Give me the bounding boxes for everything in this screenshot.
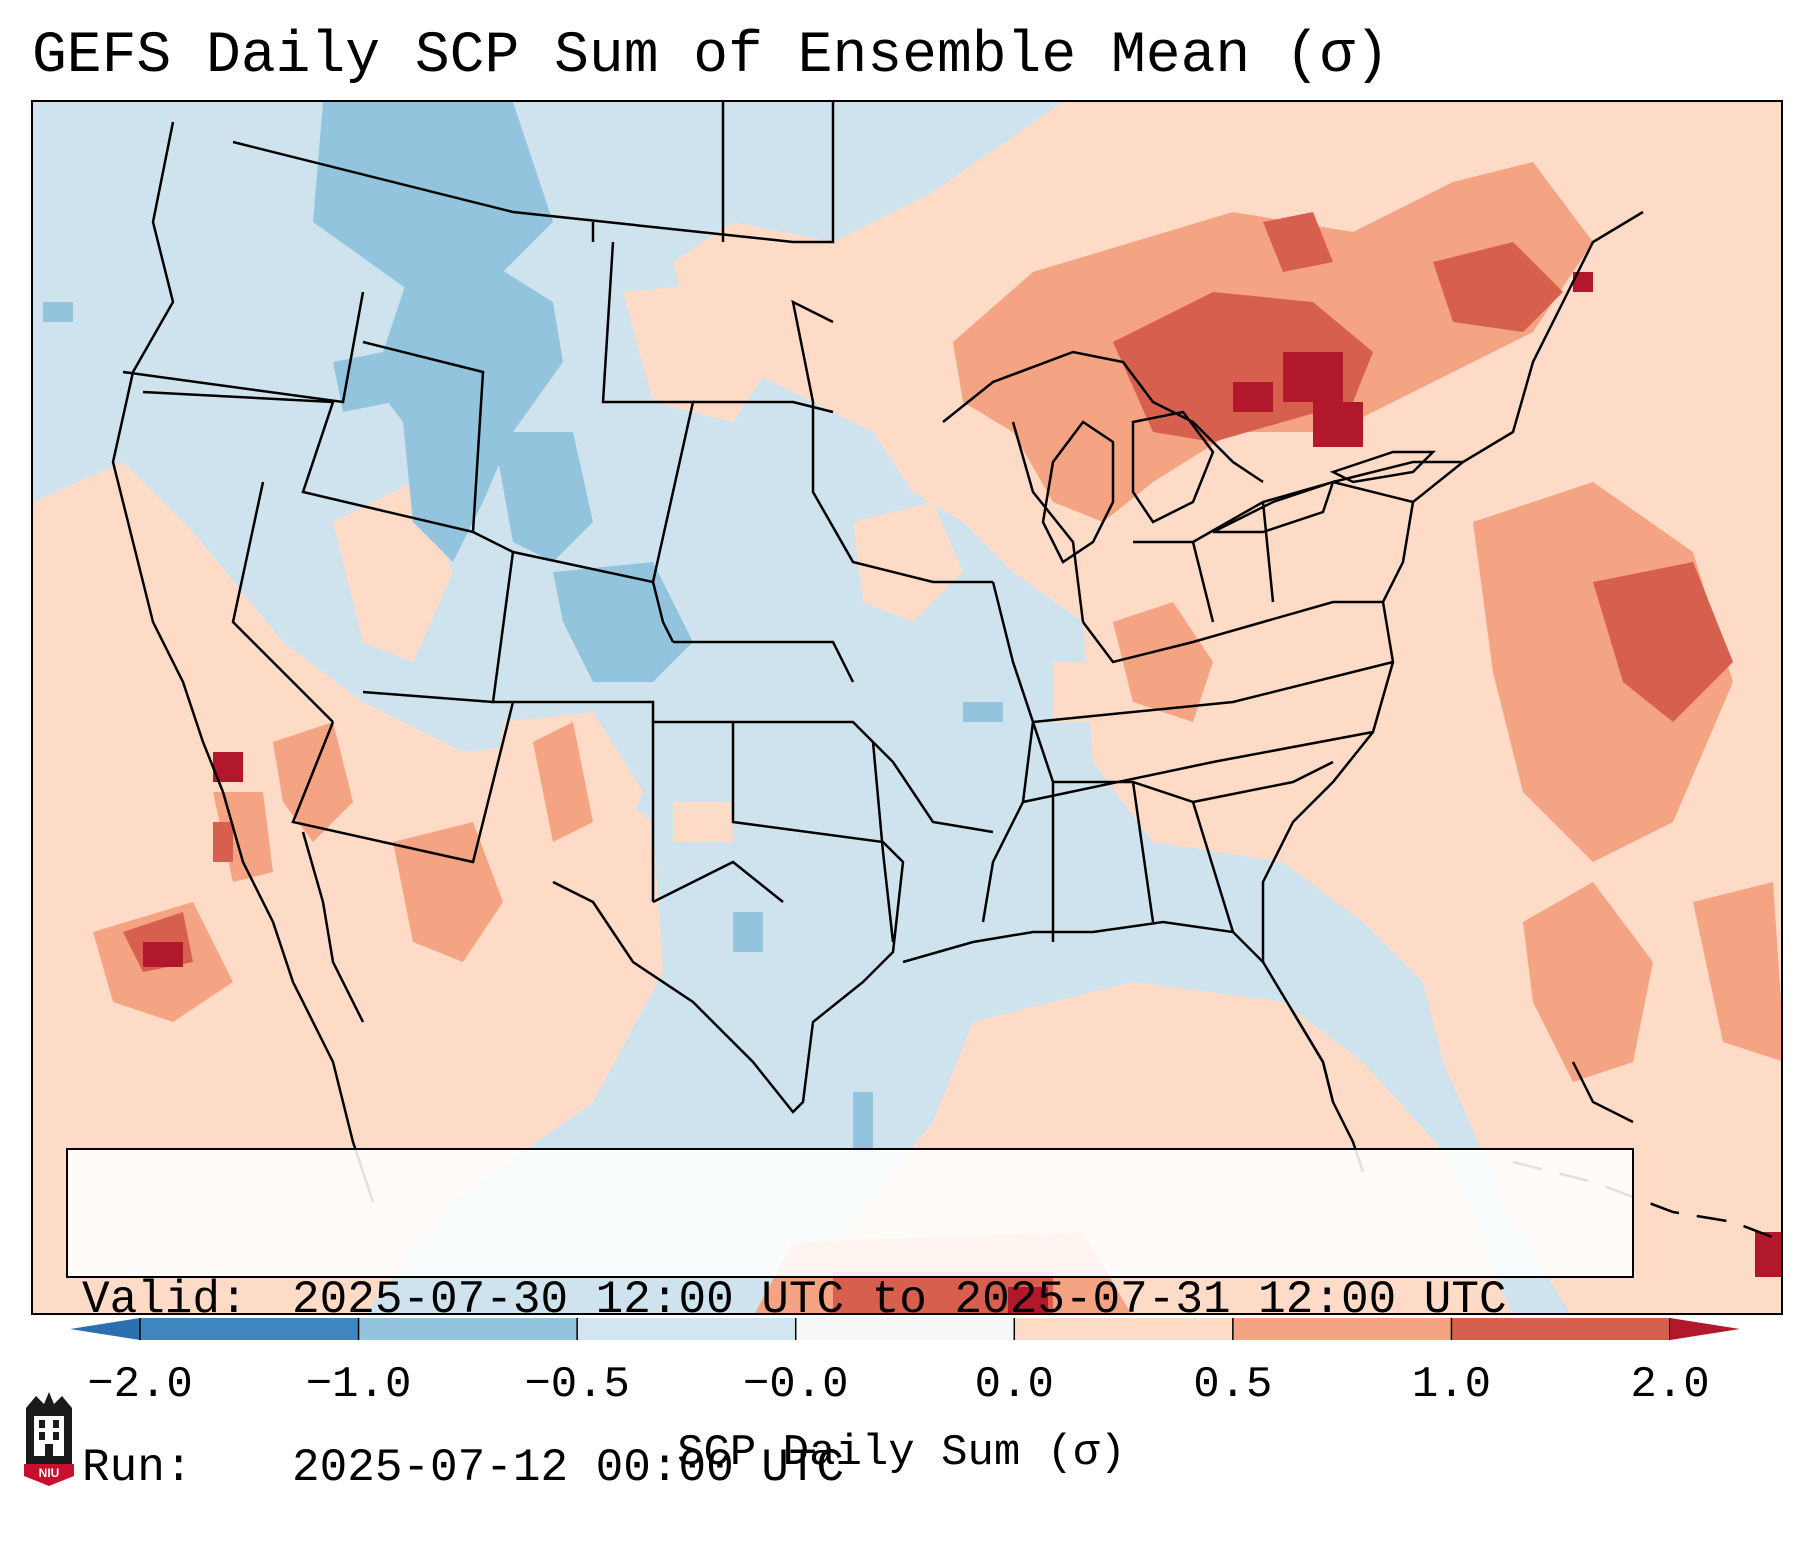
colorbar-segments — [139, 1318, 1671, 1340]
colorbar-extend-low — [70, 1318, 140, 1340]
run-label: Run: — [82, 1442, 193, 1494]
colorbar-tick-label: −0.0 — [742, 1360, 849, 1410]
colorbar-segment — [795, 1318, 1015, 1340]
colorbar-tick-label: 2.0 — [1630, 1360, 1710, 1410]
colorbar-tick-label: 0.5 — [1193, 1360, 1273, 1410]
run-value: 2025-07-12 00:00 UTC — [292, 1442, 845, 1494]
logo-text: NIU — [39, 1466, 60, 1480]
niu-logo: NIU — [24, 1392, 74, 1486]
colorbar-label: SCP Daily Sum (σ) — [677, 1428, 1126, 1478]
map-canvas — [33, 102, 1781, 1313]
anomaly-positive-light — [33, 102, 1781, 1313]
valid-label: Valid: — [82, 1274, 248, 1326]
anomaly-positive-max — [143, 272, 1781, 1313]
map-frame — [31, 100, 1783, 1315]
valid-value: 2025-07-30 12:00 UTC to 2025-07-31 12:00… — [292, 1274, 1507, 1326]
colorbar-extend-high — [1670, 1318, 1740, 1340]
colorbar-tick-label: −1.0 — [305, 1360, 412, 1410]
colorbar-tick-label: −2.0 — [87, 1360, 193, 1410]
colorbar-tick-label: 0.0 — [974, 1360, 1054, 1410]
anomaly-negative-medium — [43, 102, 1003, 1152]
colorbar-segment — [358, 1318, 578, 1340]
valid-run-info-box: Valid: 2025-07-30 12:00 UTC to 2025-07-31… — [66, 1148, 1634, 1494]
valid-row: Valid: 2025-07-30 12:00 UTC to 2025-07-31… — [82, 1272, 1618, 1328]
colorbar-tick-label: 1.0 — [1411, 1360, 1492, 1410]
colorbar-segment — [1232, 1318, 1452, 1340]
colorbar-tick-label: −0.5 — [524, 1360, 630, 1410]
colorbar-segment — [140, 1318, 360, 1340]
chart-title: GEFS Daily SCP Sum of Ensemble Mean (σ) — [32, 24, 1390, 89]
colorbar-tick-labels: −2.0 −1.0 −0.5 −0.0 0.0 0.5 1.0 2.0 — [0, 1360, 1803, 1420]
colorbar — [70, 1318, 1740, 1340]
colorbar-segment — [577, 1318, 797, 1340]
colorbar-segment — [1451, 1318, 1671, 1340]
run-row: Run: 2025-07-12 00:00 UTC — [82, 1440, 1618, 1496]
state-boundaries — [111, 102, 1781, 1242]
colorbar-segment — [1014, 1318, 1234, 1340]
